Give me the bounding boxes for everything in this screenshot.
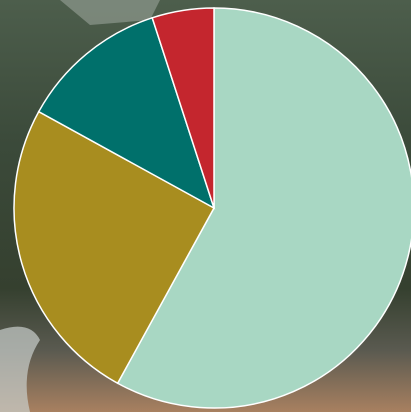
background-surf: [0, 326, 40, 412]
pie-slice: [151, 7, 215, 209]
background-sky: [60, 0, 160, 25]
pie: [13, 7, 411, 409]
pie-slice: [116, 7, 411, 409]
pie-slice: [37, 16, 216, 210]
pie-slice: [13, 110, 216, 385]
